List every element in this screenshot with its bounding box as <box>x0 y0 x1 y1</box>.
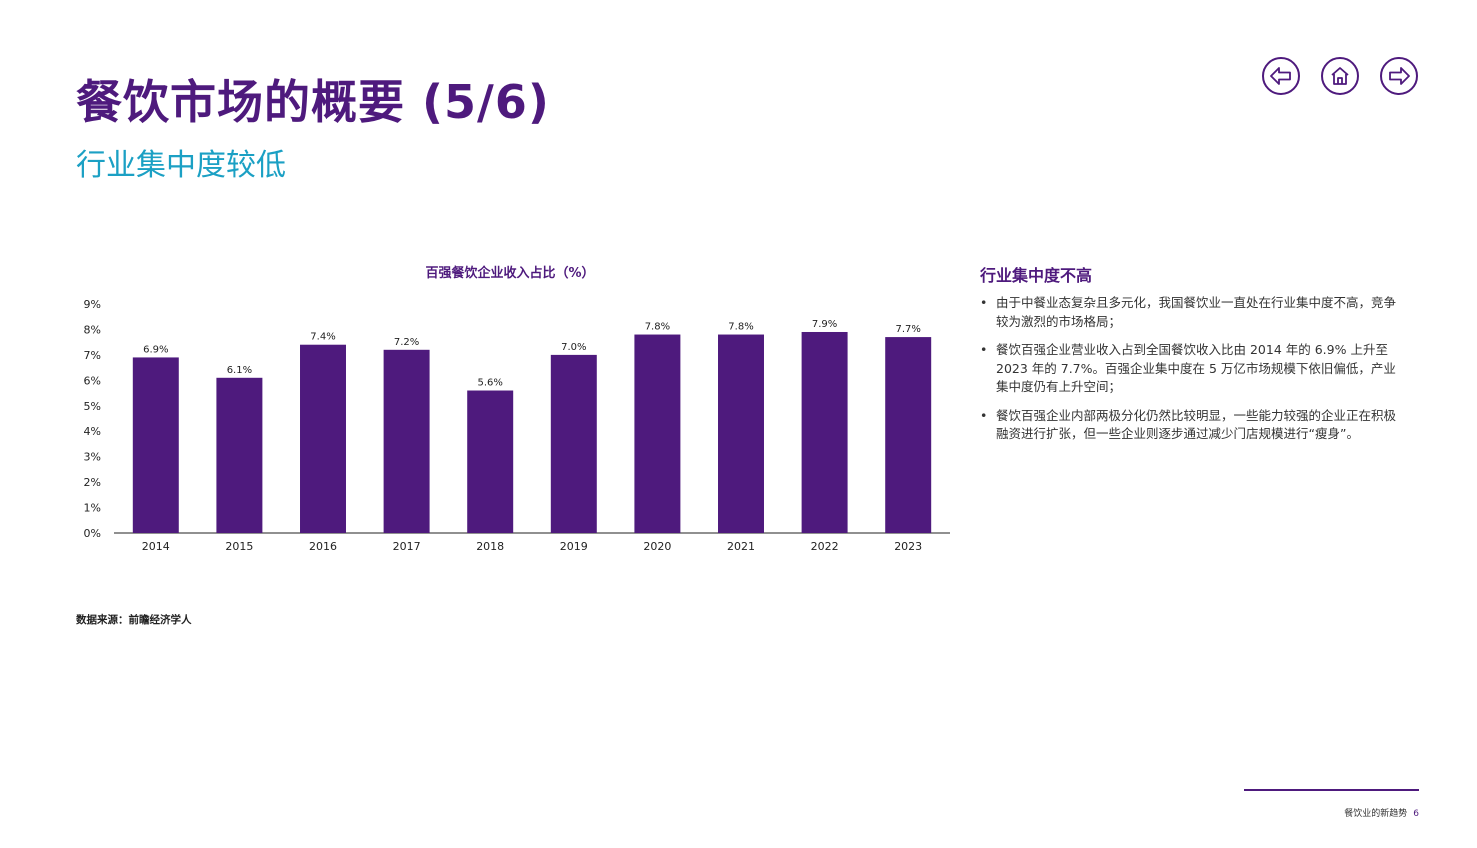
x-tick-label: 2022 <box>811 540 839 553</box>
bullet-item: 餐饮百强企业营业收入占到全国餐饮收入比由 2014 年的 6.9% 上升至 20… <box>980 341 1400 397</box>
y-tick-label: 8% <box>84 323 101 336</box>
footer: 餐饮业的新趋势 6 <box>1344 806 1419 819</box>
back-button[interactable] <box>1262 57 1300 95</box>
bar <box>300 344 346 533</box>
bar <box>467 390 514 533</box>
x-tick-label: 2016 <box>309 540 337 553</box>
bullet-list: 由于中餐业态复杂且多元化，我国餐饮业一直处在行业集中度不高，竞争较为激烈的市场格… <box>980 294 1400 454</box>
data-label: 7.8% <box>728 322 753 333</box>
bar <box>216 377 263 533</box>
bar <box>801 331 848 533</box>
arrow-right-icon <box>1389 67 1410 85</box>
data-label: 7.9% <box>812 319 837 330</box>
page-title: 餐饮市场的概要 (5/6) <box>76 75 550 129</box>
x-tick-label: 2015 <box>225 540 253 553</box>
y-tick-label: 1% <box>84 502 101 515</box>
chart-title: 百强餐饮企业收入占比（%） <box>425 266 595 281</box>
home-icon <box>1331 67 1349 85</box>
y-tick-label: 2% <box>84 476 101 489</box>
data-label: 7.4% <box>310 332 335 343</box>
footer-divider <box>1244 789 1419 791</box>
y-tick-label: 3% <box>84 451 101 464</box>
x-tick-label: 2018 <box>476 540 504 553</box>
x-tick-label: 2014 <box>142 540 170 553</box>
bar <box>383 349 430 533</box>
y-tick-label: 0% <box>84 527 101 540</box>
y-tick-label: 7% <box>84 349 101 362</box>
bullet-item: 由于中餐业态复杂且多元化，我国餐饮业一直处在行业集中度不高，竞争较为激烈的市场格… <box>980 294 1400 331</box>
y-tick-label: 4% <box>84 425 101 438</box>
bar <box>634 334 681 533</box>
data-label: 7.0% <box>561 342 586 353</box>
page-subtitle: 行业集中度较低 <box>76 148 286 183</box>
x-tick-label: 2023 <box>894 540 922 553</box>
data-label: 7.7% <box>895 324 920 335</box>
y-tick-label: 5% <box>84 400 101 413</box>
x-tick-label: 2019 <box>560 540 588 553</box>
data-label: 7.8% <box>645 322 670 333</box>
arrow-left-icon <box>1270 67 1291 85</box>
home-button[interactable] <box>1321 57 1359 95</box>
data-label: 5.6% <box>477 378 502 389</box>
x-tick-label: 2017 <box>393 540 421 553</box>
bar <box>132 357 179 533</box>
footer-label: 餐饮业的新趋势 <box>1344 809 1408 819</box>
bar <box>550 354 597 533</box>
x-tick-label: 2021 <box>727 540 755 553</box>
bullet-item: 餐饮百强企业内部两极分化仍然比较明显，一些能力较强的企业正在积极融资进行扩张，但… <box>980 407 1400 444</box>
bar <box>718 334 764 533</box>
forward-button[interactable] <box>1380 57 1418 95</box>
data-label: 6.1% <box>227 365 252 376</box>
y-tick-label: 9% <box>84 298 101 311</box>
data-label: 6.9% <box>143 344 168 355</box>
side-title: 行业集中度不高 <box>980 266 1093 285</box>
data-label: 7.2% <box>394 337 419 348</box>
data-source: 数据来源：前瞻经济学人 <box>76 614 192 626</box>
x-tick-label: 2020 <box>643 540 671 553</box>
page-number: 6 <box>1413 809 1419 819</box>
bar <box>885 337 932 533</box>
bar-chart: 0% 1% 2% 3% 4% 5% 6% 7% 8% 9% 6.9% 2014 6.1% 2015 7.4%… <box>84 298 950 553</box>
y-tick-label: 6% <box>84 374 101 387</box>
